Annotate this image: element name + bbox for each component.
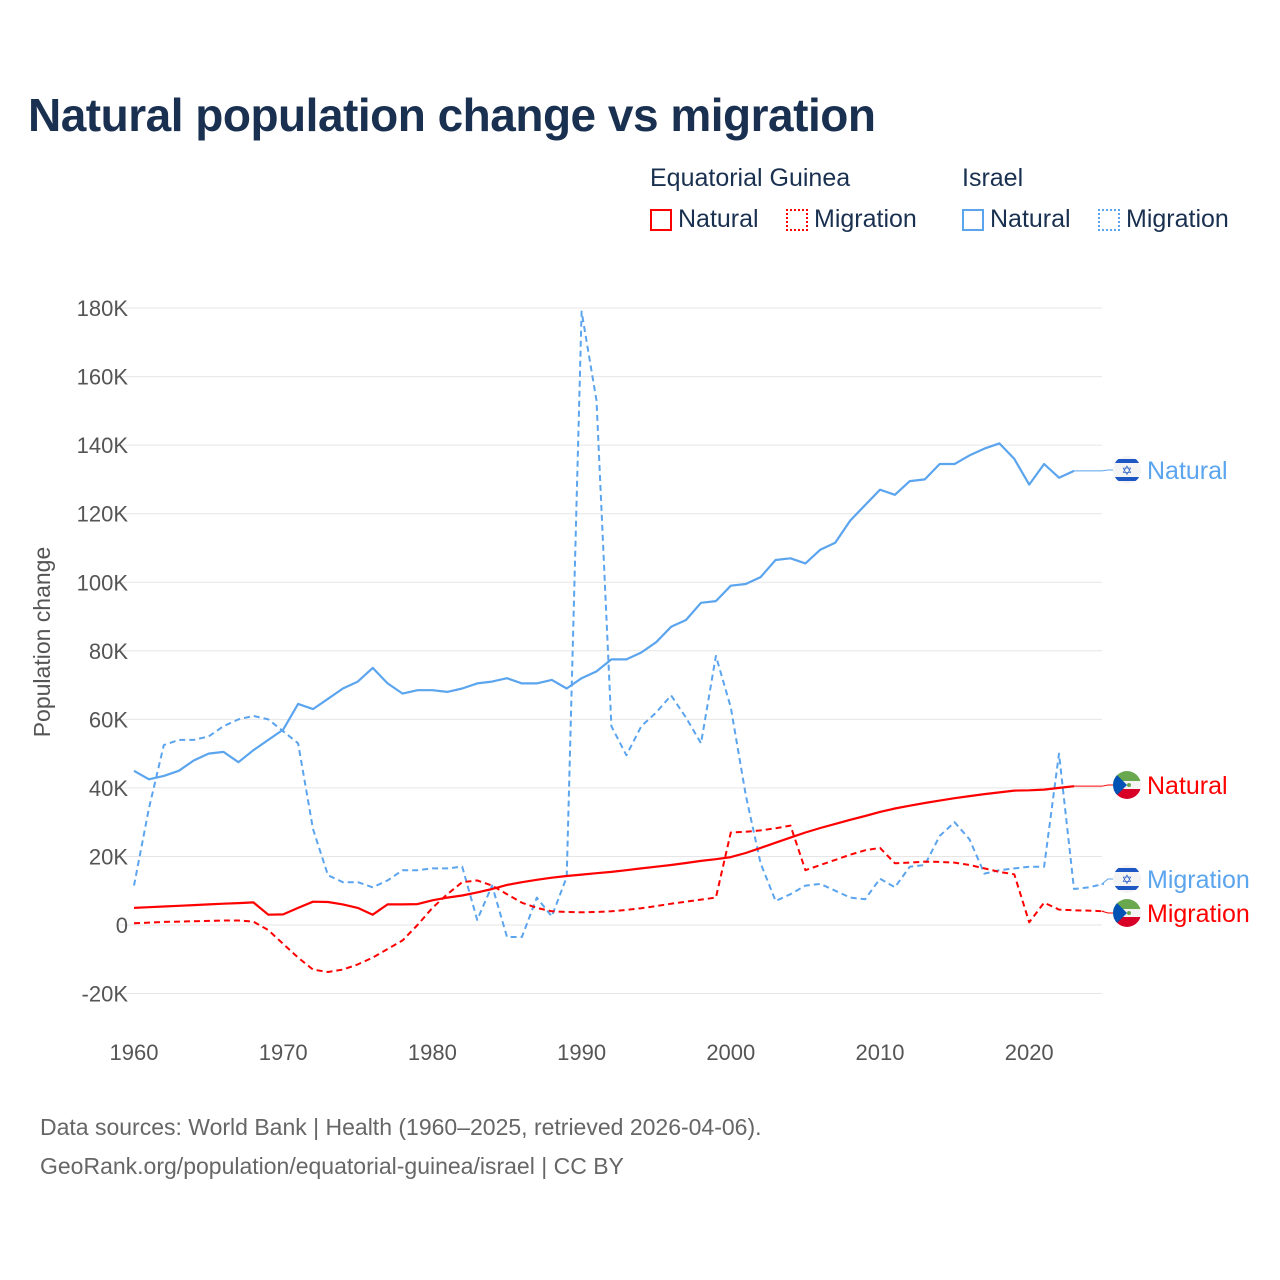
legend-label: Migration	[1126, 205, 1229, 233]
series-end-label: Migration	[1147, 900, 1250, 928]
y-tick-label: 80K	[89, 639, 128, 664]
series-end-label: Natural	[1147, 772, 1228, 800]
legend-label: Natural	[678, 205, 759, 233]
israel-flag-icon: ✡	[1113, 865, 1141, 893]
label-connector	[1101, 910, 1113, 914]
y-tick-label: 180K	[77, 296, 129, 321]
solid-swatch-icon	[962, 208, 984, 231]
svg-text:✡: ✡	[1122, 463, 1133, 478]
svg-text:✡: ✡	[1122, 872, 1133, 887]
series-end-label: Migration	[1147, 866, 1250, 894]
legend-label: Natural	[990, 205, 1071, 233]
legend-item-eg-migration[interactable]: Migration	[786, 205, 917, 234]
y-tick-label: 0	[116, 913, 128, 938]
x-tick-label: 1980	[408, 1040, 457, 1065]
dotted-swatch-icon	[1098, 208, 1120, 231]
legend-group-equatorial-guinea: Equatorial Guinea	[650, 164, 851, 192]
y-tick-label: 100K	[77, 570, 129, 595]
x-tick-label: 1970	[259, 1040, 308, 1065]
israel-flag-icon: ✡	[1113, 456, 1141, 484]
equatorial-guinea-flag-icon	[1113, 899, 1141, 927]
series-line-israel-natural	[133, 442, 1075, 781]
x-tick-label: 1990	[557, 1040, 606, 1065]
series-line-israel-migration	[133, 310, 1105, 938]
dotted-swatch-icon	[786, 208, 808, 231]
label-connector	[1073, 784, 1113, 787]
solid-swatch-icon	[650, 208, 672, 231]
series-end-label: Natural	[1147, 457, 1228, 485]
y-tick-label: 120K	[77, 502, 129, 527]
legend-label: Migration	[814, 205, 917, 233]
y-axis-label: Population change	[29, 547, 55, 738]
y-tick-label: 140K	[77, 433, 129, 458]
legend-item-il-natural[interactable]: Natural	[962, 205, 1071, 234]
label-connector	[1073, 469, 1113, 472]
series-line-equatorial-guinea-natural	[133, 785, 1075, 916]
legend-item-il-migration[interactable]: Migration	[1098, 205, 1229, 234]
chart-title: Natural population change vs migration	[28, 89, 876, 141]
x-tick-label: 1960	[110, 1040, 159, 1065]
y-tick-label: 160K	[77, 365, 129, 390]
series-line-equatorial-guinea-migration	[133, 824, 1104, 973]
x-tick-label: 2000	[706, 1040, 755, 1065]
y-tick-label: 40K	[89, 776, 128, 801]
legend-item-eg-natural[interactable]: Natural	[650, 205, 759, 234]
source-text: Data sources: World Bank | Health (1960–…	[40, 1114, 762, 1140]
y-tick-label: 60K	[89, 707, 128, 732]
legend-group-israel: Israel	[962, 164, 1024, 192]
y-tick-label: 20K	[89, 844, 128, 869]
equatorial-guinea-flag-icon	[1113, 771, 1141, 799]
x-tick-label: 2010	[856, 1040, 905, 1065]
label-connector	[1100, 878, 1113, 885]
attribution-text: GeoRank.org/population/equatorial-guinea…	[40, 1153, 624, 1179]
y-tick-label: -20K	[82, 982, 129, 1007]
footer: Data sources: World Bank | Health (1960–…	[40, 1108, 762, 1186]
x-tick-label: 2020	[1005, 1040, 1054, 1065]
